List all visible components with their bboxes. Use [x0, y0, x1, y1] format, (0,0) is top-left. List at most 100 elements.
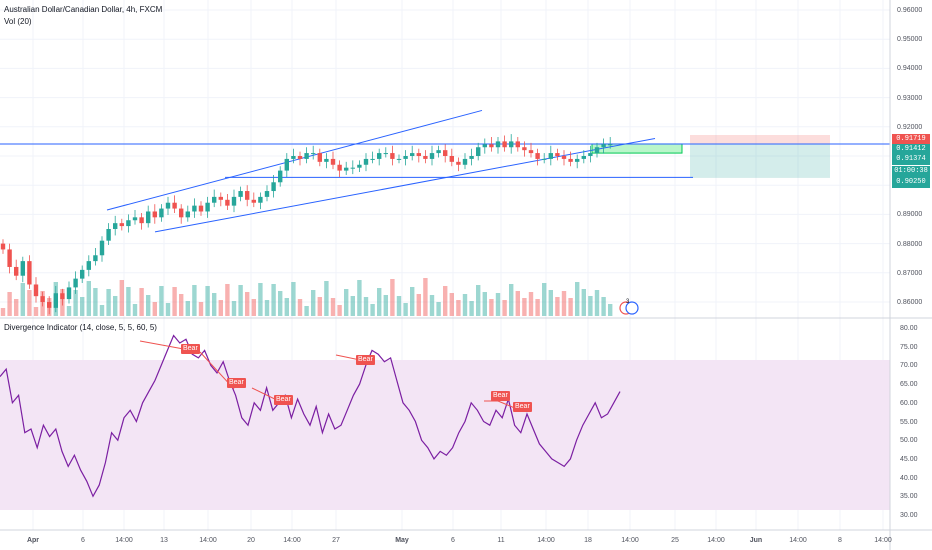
price-axis-label: 0.95000 — [897, 36, 923, 44]
volume-bar — [489, 299, 494, 316]
volume-bar — [324, 281, 329, 316]
volume-bar — [14, 299, 19, 316]
candle-body — [337, 164, 342, 171]
candle-body — [113, 223, 118, 229]
candle-body — [528, 150, 534, 154]
price-axis-label: 0.96000 — [897, 7, 923, 14]
volume-bar — [390, 279, 395, 316]
news-flag-icon[interactable]: 3 — [619, 299, 639, 315]
volume-bar — [575, 282, 580, 316]
candle-body — [476, 147, 481, 156]
candle-body — [14, 266, 19, 276]
price-tag: 0.91374 — [892, 154, 930, 165]
time-axis-label: 11 — [497, 537, 505, 544]
time-axis-label: 8 — [838, 537, 842, 544]
candle-body — [377, 153, 382, 159]
time-axis-label: 14:00 — [707, 537, 725, 544]
candle-body — [80, 269, 85, 279]
volume-bar — [152, 302, 157, 316]
candle-body — [535, 153, 540, 159]
candle-body — [456, 161, 461, 165]
candle-body — [132, 217, 138, 221]
candle-body — [396, 158, 402, 160]
candle-body — [588, 153, 593, 156]
volume-bar — [113, 296, 118, 316]
volume-bar — [456, 300, 461, 316]
rsi-line — [0, 334, 621, 498]
candle-body — [33, 284, 39, 297]
candle-body — [555, 153, 560, 156]
candle-body — [271, 182, 276, 192]
candle-body — [304, 153, 309, 159]
oscillator-axis-label: 35.00 — [900, 493, 918, 501]
oscillator-axis-label: 40.00 — [900, 474, 918, 482]
time-axis-label: 14:00 — [621, 537, 639, 544]
volume-legend[interactable]: Vol (20) — [4, 17, 32, 26]
candle-body — [126, 220, 131, 227]
candle-body — [251, 199, 256, 203]
time-axis-label: 25 — [671, 537, 679, 544]
candle-body — [7, 249, 12, 267]
candle-body — [509, 141, 514, 148]
volume-bar — [27, 290, 32, 316]
volume-bar — [139, 288, 144, 316]
candle-body — [443, 150, 448, 156]
candle-body — [423, 156, 428, 159]
bear-signal-label: Bear — [227, 378, 246, 388]
volume-bar — [245, 292, 250, 316]
candle-body — [238, 191, 243, 197]
price-axis-label: 0.93000 — [897, 94, 923, 102]
time-axis-label: May — [395, 537, 409, 544]
candle-body — [429, 153, 435, 159]
volume-bar — [601, 297, 606, 316]
volume-bar — [555, 297, 560, 316]
time-axis-label: 14:00 — [874, 537, 892, 544]
volume-bar — [581, 289, 586, 316]
volume-bar — [165, 303, 171, 316]
price-tag: 01:00:38 — [892, 166, 930, 177]
volume-bar — [192, 285, 197, 316]
indicator-legend[interactable]: Divergence Indicator (14, close, 5, 5, 6… — [4, 323, 157, 332]
candle-body — [568, 158, 573, 162]
volume-bar — [443, 286, 448, 316]
volume-bar — [594, 290, 600, 316]
volume-bar — [278, 291, 283, 316]
symbol-title[interactable]: Australian Dollar/Canadian Dollar, 4h, F… — [4, 5, 163, 14]
time-axis-label: Apr — [26, 537, 40, 544]
volume-bar — [185, 301, 190, 316]
channel-lower-line[interactable] — [154, 137, 656, 233]
take-profit-zone[interactable] — [690, 143, 830, 178]
candle-body — [165, 202, 171, 209]
volume-bar — [363, 297, 369, 316]
time-axis-label: 14:00 — [115, 537, 133, 544]
candle-body — [198, 205, 204, 212]
oscillator-axis-label: 50.00 — [900, 437, 918, 445]
candle-body — [350, 167, 355, 169]
candle-body — [264, 191, 270, 197]
volume-bar — [502, 300, 507, 316]
bear-signal-label: Bear — [181, 344, 200, 354]
oscillator-band — [0, 360, 890, 510]
volume-bar — [535, 299, 540, 316]
volume-bar — [377, 288, 382, 316]
volume-bar — [608, 304, 613, 316]
price-axis-label: 0.87000 — [897, 269, 923, 277]
volume-bar — [7, 292, 12, 316]
volume-bar — [482, 292, 487, 316]
candle-body — [60, 293, 65, 300]
stop-loss-zone[interactable] — [690, 135, 830, 144]
volume-bar — [212, 293, 217, 316]
volume-bar — [436, 302, 441, 316]
candle-body — [212, 196, 217, 203]
candle-body — [542, 158, 547, 160]
channel-upper-line[interactable] — [106, 109, 483, 211]
bear-signal-label: Bear — [513, 402, 532, 412]
volume-bar — [304, 306, 309, 316]
candle-body — [436, 150, 441, 154]
volume-bar — [119, 280, 124, 316]
volume-bar — [509, 284, 514, 316]
time-axis-label: 14:00 — [283, 537, 301, 544]
volume-bar — [297, 299, 303, 316]
